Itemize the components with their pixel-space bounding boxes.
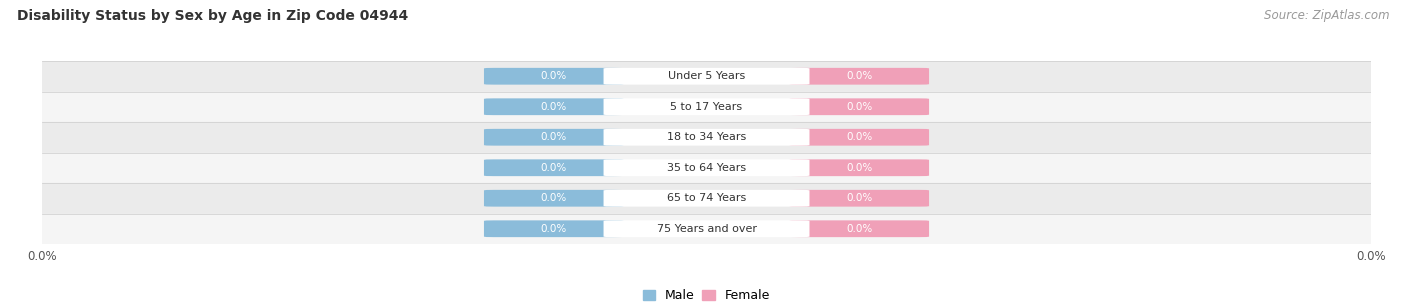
FancyBboxPatch shape xyxy=(603,220,810,237)
Text: 0.0%: 0.0% xyxy=(540,224,567,234)
FancyBboxPatch shape xyxy=(790,220,929,237)
FancyBboxPatch shape xyxy=(790,190,929,207)
FancyBboxPatch shape xyxy=(603,129,810,146)
Bar xyxy=(42,92,1371,122)
Bar xyxy=(42,183,1371,214)
Text: 0.0%: 0.0% xyxy=(846,193,873,203)
Text: 65 to 74 Years: 65 to 74 Years xyxy=(666,193,747,203)
Legend: Male, Female: Male, Female xyxy=(638,284,775,305)
Text: 0.0%: 0.0% xyxy=(846,71,873,81)
Text: Disability Status by Sex by Age in Zip Code 04944: Disability Status by Sex by Age in Zip C… xyxy=(17,9,408,23)
Text: 0.0%: 0.0% xyxy=(846,224,873,234)
Text: 35 to 64 Years: 35 to 64 Years xyxy=(666,163,747,173)
FancyBboxPatch shape xyxy=(603,98,810,115)
FancyBboxPatch shape xyxy=(603,68,810,84)
Text: 0.0%: 0.0% xyxy=(846,163,873,173)
Text: 0.0%: 0.0% xyxy=(846,132,873,142)
FancyBboxPatch shape xyxy=(484,98,623,115)
Text: 0.0%: 0.0% xyxy=(540,132,567,142)
Bar xyxy=(42,122,1371,152)
Bar xyxy=(42,61,1371,92)
Text: 0.0%: 0.0% xyxy=(540,193,567,203)
Text: 0.0%: 0.0% xyxy=(540,163,567,173)
Text: 0.0%: 0.0% xyxy=(846,102,873,112)
Bar xyxy=(42,152,1371,183)
FancyBboxPatch shape xyxy=(790,129,929,146)
Text: 5 to 17 Years: 5 to 17 Years xyxy=(671,102,742,112)
Text: 75 Years and over: 75 Years and over xyxy=(657,224,756,234)
FancyBboxPatch shape xyxy=(484,159,623,176)
FancyBboxPatch shape xyxy=(790,98,929,115)
Text: 0.0%: 0.0% xyxy=(540,102,567,112)
FancyBboxPatch shape xyxy=(484,220,623,237)
Text: Under 5 Years: Under 5 Years xyxy=(668,71,745,81)
FancyBboxPatch shape xyxy=(484,129,623,146)
FancyBboxPatch shape xyxy=(484,190,623,207)
FancyBboxPatch shape xyxy=(603,159,810,176)
FancyBboxPatch shape xyxy=(790,159,929,176)
FancyBboxPatch shape xyxy=(484,68,623,84)
FancyBboxPatch shape xyxy=(790,68,929,84)
Text: 18 to 34 Years: 18 to 34 Years xyxy=(666,132,747,142)
Bar xyxy=(42,214,1371,244)
FancyBboxPatch shape xyxy=(603,190,810,207)
Text: 0.0%: 0.0% xyxy=(540,71,567,81)
Text: Source: ZipAtlas.com: Source: ZipAtlas.com xyxy=(1264,9,1389,22)
